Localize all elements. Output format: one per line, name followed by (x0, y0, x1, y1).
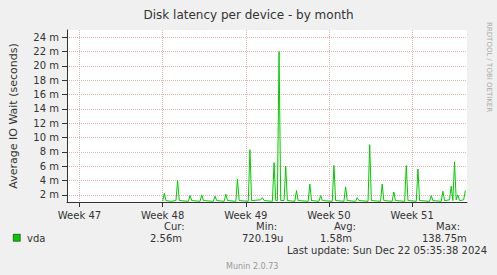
svg-text:8 m: 8 m (40, 146, 59, 157)
svg-text:Week 48: Week 48 (141, 210, 184, 221)
svg-text:Min:: Min: (256, 221, 277, 232)
svg-text:24 m: 24 m (33, 32, 59, 43)
svg-text:Average IO Wait (seconds): Average IO Wait (seconds) (7, 43, 20, 188)
svg-text:12 m: 12 m (33, 118, 59, 129)
svg-text:18 m: 18 m (33, 75, 59, 86)
svg-text:Max:: Max: (436, 221, 460, 232)
svg-text:Avg:: Avg: (334, 221, 356, 232)
svg-text:Week 49: Week 49 (224, 210, 267, 221)
svg-text:Last update: Sun Dec 22 05:35:: Last update: Sun Dec 22 05:35:38 2024 (287, 245, 487, 256)
svg-text:vda: vda (27, 233, 45, 244)
svg-text:Week 50: Week 50 (307, 210, 350, 221)
svg-text:1.58m: 1.58m (320, 233, 352, 244)
svg-text:Disk latency per device - by m: Disk latency per device - by month (143, 8, 353, 22)
svg-text:Munin 2.0.73: Munin 2.0.73 (226, 262, 278, 271)
svg-text:16 m: 16 m (33, 89, 59, 100)
svg-text:Cur:: Cur: (164, 221, 185, 232)
svg-text:2 m: 2 m (40, 189, 59, 200)
svg-text:4 m: 4 m (40, 175, 59, 186)
svg-text:6 m: 6 m (40, 161, 59, 172)
svg-text:Week 51: Week 51 (390, 210, 433, 221)
svg-text:138.75m: 138.75m (422, 233, 467, 244)
svg-text:10 m: 10 m (33, 132, 59, 143)
svg-text:20 m: 20 m (33, 60, 59, 71)
svg-text:Week 47: Week 47 (58, 210, 101, 221)
svg-text:720.19u: 720.19u (242, 233, 283, 244)
svg-text:RRDTOOL / TOBI OETIKER: RRDTOOL / TOBI OETIKER (485, 22, 493, 112)
svg-text:14 m: 14 m (33, 103, 59, 114)
svg-text:2.56m: 2.56m (150, 233, 182, 244)
svg-text:22 m: 22 m (33, 46, 59, 57)
